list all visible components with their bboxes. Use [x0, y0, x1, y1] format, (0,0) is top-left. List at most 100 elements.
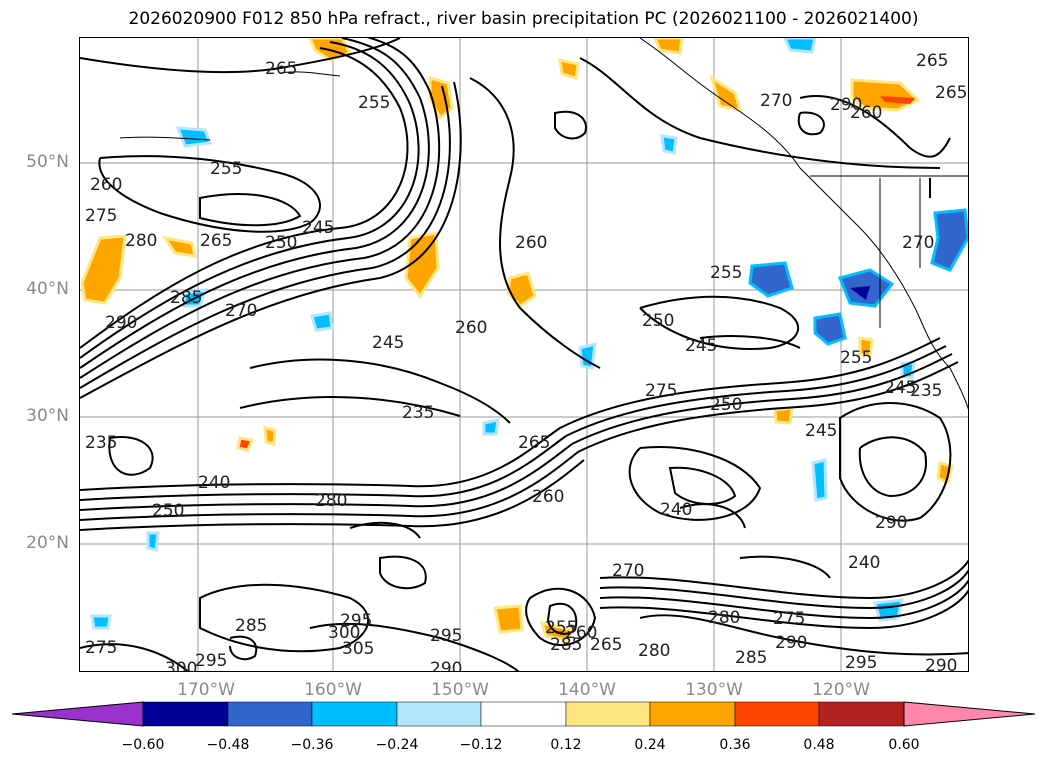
- colorbar-segment: [818, 701, 905, 727]
- colorbar-tick-label: 0.60: [888, 737, 920, 753]
- lon-label: 170°W: [177, 680, 235, 700]
- contour-label: 250: [710, 395, 742, 415]
- lat-label: 20°N: [26, 533, 69, 553]
- contour-label: 255: [358, 93, 390, 113]
- contour-label: 250: [152, 501, 184, 521]
- contour-label: 260: [455, 318, 487, 338]
- lon-label: 140°W: [558, 680, 616, 700]
- contour-label: 285: [735, 648, 767, 668]
- colorbar-segments: [11, 701, 1036, 727]
- contour-label: 235: [85, 433, 117, 453]
- colorbar-segment: [649, 701, 736, 727]
- contour-label: 245: [685, 336, 717, 356]
- contour-label: 290: [925, 656, 957, 672]
- contour-label: 275: [85, 638, 117, 658]
- lon-label: 130°W: [685, 680, 743, 700]
- lat-label: 50°N: [26, 152, 69, 172]
- colorbar-tick-label: −0.36: [290, 737, 334, 753]
- contour-label: 260: [515, 233, 547, 253]
- contour-label: 290: [430, 659, 462, 672]
- contour-label: 265: [200, 231, 232, 251]
- map-panel: 265 255 260 275 280 265 250 245 255 270 …: [79, 37, 969, 672]
- contour-label: 280: [638, 641, 670, 661]
- graticule: [80, 38, 968, 671]
- contour-label: 275: [773, 609, 805, 629]
- lon-label: 150°W: [431, 680, 489, 700]
- contour-label: 255: [210, 159, 242, 179]
- contour-label: 240: [198, 473, 230, 493]
- contour-label: 285: [235, 616, 267, 636]
- contour-label: 265: [518, 433, 550, 453]
- contour-label: 300: [165, 659, 197, 672]
- lat-label: 40°N: [26, 279, 69, 299]
- contour-label: 295: [340, 611, 372, 631]
- contour-label: 270: [760, 91, 792, 111]
- contour-label: 280: [315, 491, 347, 511]
- contour-label: 275: [645, 381, 677, 401]
- colorbar-tick-label: −0.60: [121, 737, 165, 753]
- contour-label: 295: [845, 653, 877, 672]
- contour-label: 285: [170, 288, 202, 308]
- contour-label: 295: [195, 651, 227, 671]
- contour-label: 280: [125, 231, 157, 251]
- contour-label: 305: [342, 639, 374, 659]
- contour-label: 265: [935, 83, 967, 103]
- contour-label: 255: [840, 348, 872, 368]
- colorbar-extend-left: [11, 701, 144, 727]
- contour-label: 275: [85, 206, 117, 226]
- lat-label: 30°N: [26, 406, 69, 426]
- contour-label: 295: [430, 626, 462, 646]
- colorbar-segment: [480, 701, 567, 727]
- contour-label: 280: [708, 608, 740, 628]
- coastlines: [119, 38, 968, 410]
- contour-label: 260: [565, 623, 597, 643]
- colorbar-segment: [311, 701, 398, 727]
- contour-label: 235: [910, 381, 942, 401]
- contour-label: 265: [916, 51, 948, 71]
- contour-label: 290: [830, 95, 862, 115]
- contour-label: 250: [265, 233, 297, 253]
- contour-label: 260: [90, 175, 122, 195]
- contour-label: 270: [902, 233, 934, 253]
- contour-label: 270: [612, 561, 644, 581]
- colorbar-segment: [565, 701, 651, 727]
- contour-label: 250: [642, 311, 674, 331]
- colorbar-segment: [396, 701, 482, 727]
- colorbar-tick-label: −0.12: [459, 737, 503, 753]
- contour-label: 290: [775, 633, 807, 653]
- contour-label: 270: [225, 301, 257, 321]
- contour-label: 245: [302, 218, 334, 238]
- contour-label: 265: [590, 635, 622, 655]
- contour-label: 260: [850, 103, 882, 123]
- contour-label: 255: [710, 263, 742, 283]
- colorbar-tick-label: −0.24: [375, 737, 419, 753]
- contour-label: 265: [265, 59, 297, 79]
- refractivity-contours: [80, 38, 968, 671]
- contour-label: 245: [372, 333, 404, 353]
- map-title: 2026020900 F012 850 hPa refract., river …: [128, 9, 919, 29]
- contour-labels: 265 255 260 275 280 265 250 245 255 270 …: [85, 51, 967, 672]
- contour-label: 235: [402, 403, 434, 423]
- colorbar-segment: [142, 701, 229, 727]
- contour-label: 285: [550, 635, 582, 655]
- colorbar-tick-label: 0.12: [550, 737, 582, 753]
- contour-label: 245: [805, 421, 837, 441]
- colorbar-tick-label: 0.48: [803, 737, 835, 753]
- contour-label: 300: [328, 623, 360, 643]
- colorbar-tick-label: −0.48: [206, 737, 250, 753]
- colorbar-tick-label: 0.24: [634, 737, 666, 753]
- contour-label: 240: [848, 553, 880, 573]
- contour-label: 255: [545, 618, 577, 638]
- lon-label: 120°W: [812, 680, 870, 700]
- colorbar-extend-right: [903, 701, 1036, 727]
- map-svg: 265 255 260 275 280 265 250 245 255 270 …: [80, 38, 968, 672]
- colorbar-segment: [734, 701, 820, 727]
- colorbar: [11, 701, 1036, 727]
- colorbar-tick-label: 0.36: [719, 737, 751, 753]
- contour-label: 290: [875, 513, 907, 533]
- contour-label: 240: [660, 500, 692, 520]
- contour-label: 290: [105, 313, 137, 333]
- contour-label: 245: [884, 378, 916, 398]
- lon-label: 160°W: [304, 680, 362, 700]
- precip-shading: [80, 38, 968, 642]
